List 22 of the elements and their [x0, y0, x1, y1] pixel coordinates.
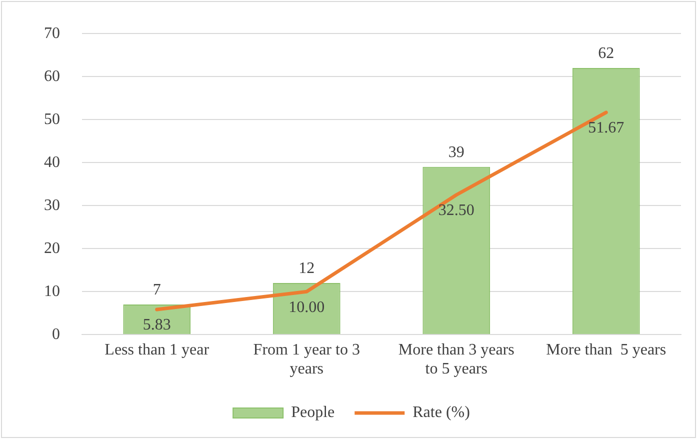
data-label: 62 [598, 45, 614, 62]
data-label: 7 [152, 282, 161, 299]
y-tick-label: 50 [44, 110, 60, 128]
data-label: 32.50 [438, 202, 474, 220]
y-tick-label: 0 [52, 326, 60, 343]
y-tick-label: 60 [44, 68, 60, 85]
legend-label: Rate (%) [412, 404, 470, 422]
data-label: 12 [298, 260, 315, 278]
y-tick-label: 20 [44, 240, 60, 257]
x-tick-label: Less than 1 year [104, 341, 210, 358]
data-label: 51.67 [588, 120, 624, 137]
x-tick-label: More than 3 years to 5 years [398, 341, 514, 378]
y-tick-label: 10 [44, 282, 60, 300]
x-tick-label: More than 5 years [546, 341, 666, 358]
y-tick-label: 70 [44, 24, 60, 42]
data-label: 10.00 [288, 298, 325, 316]
legend-label: People [291, 404, 335, 422]
data-label: 39 [448, 144, 464, 162]
y-tick-label: 40 [44, 154, 60, 171]
y-tick-label: 30 [44, 196, 60, 214]
data-label: 5.83 [142, 316, 171, 334]
x-tick-label: From 1 year to 3 years [253, 341, 360, 378]
